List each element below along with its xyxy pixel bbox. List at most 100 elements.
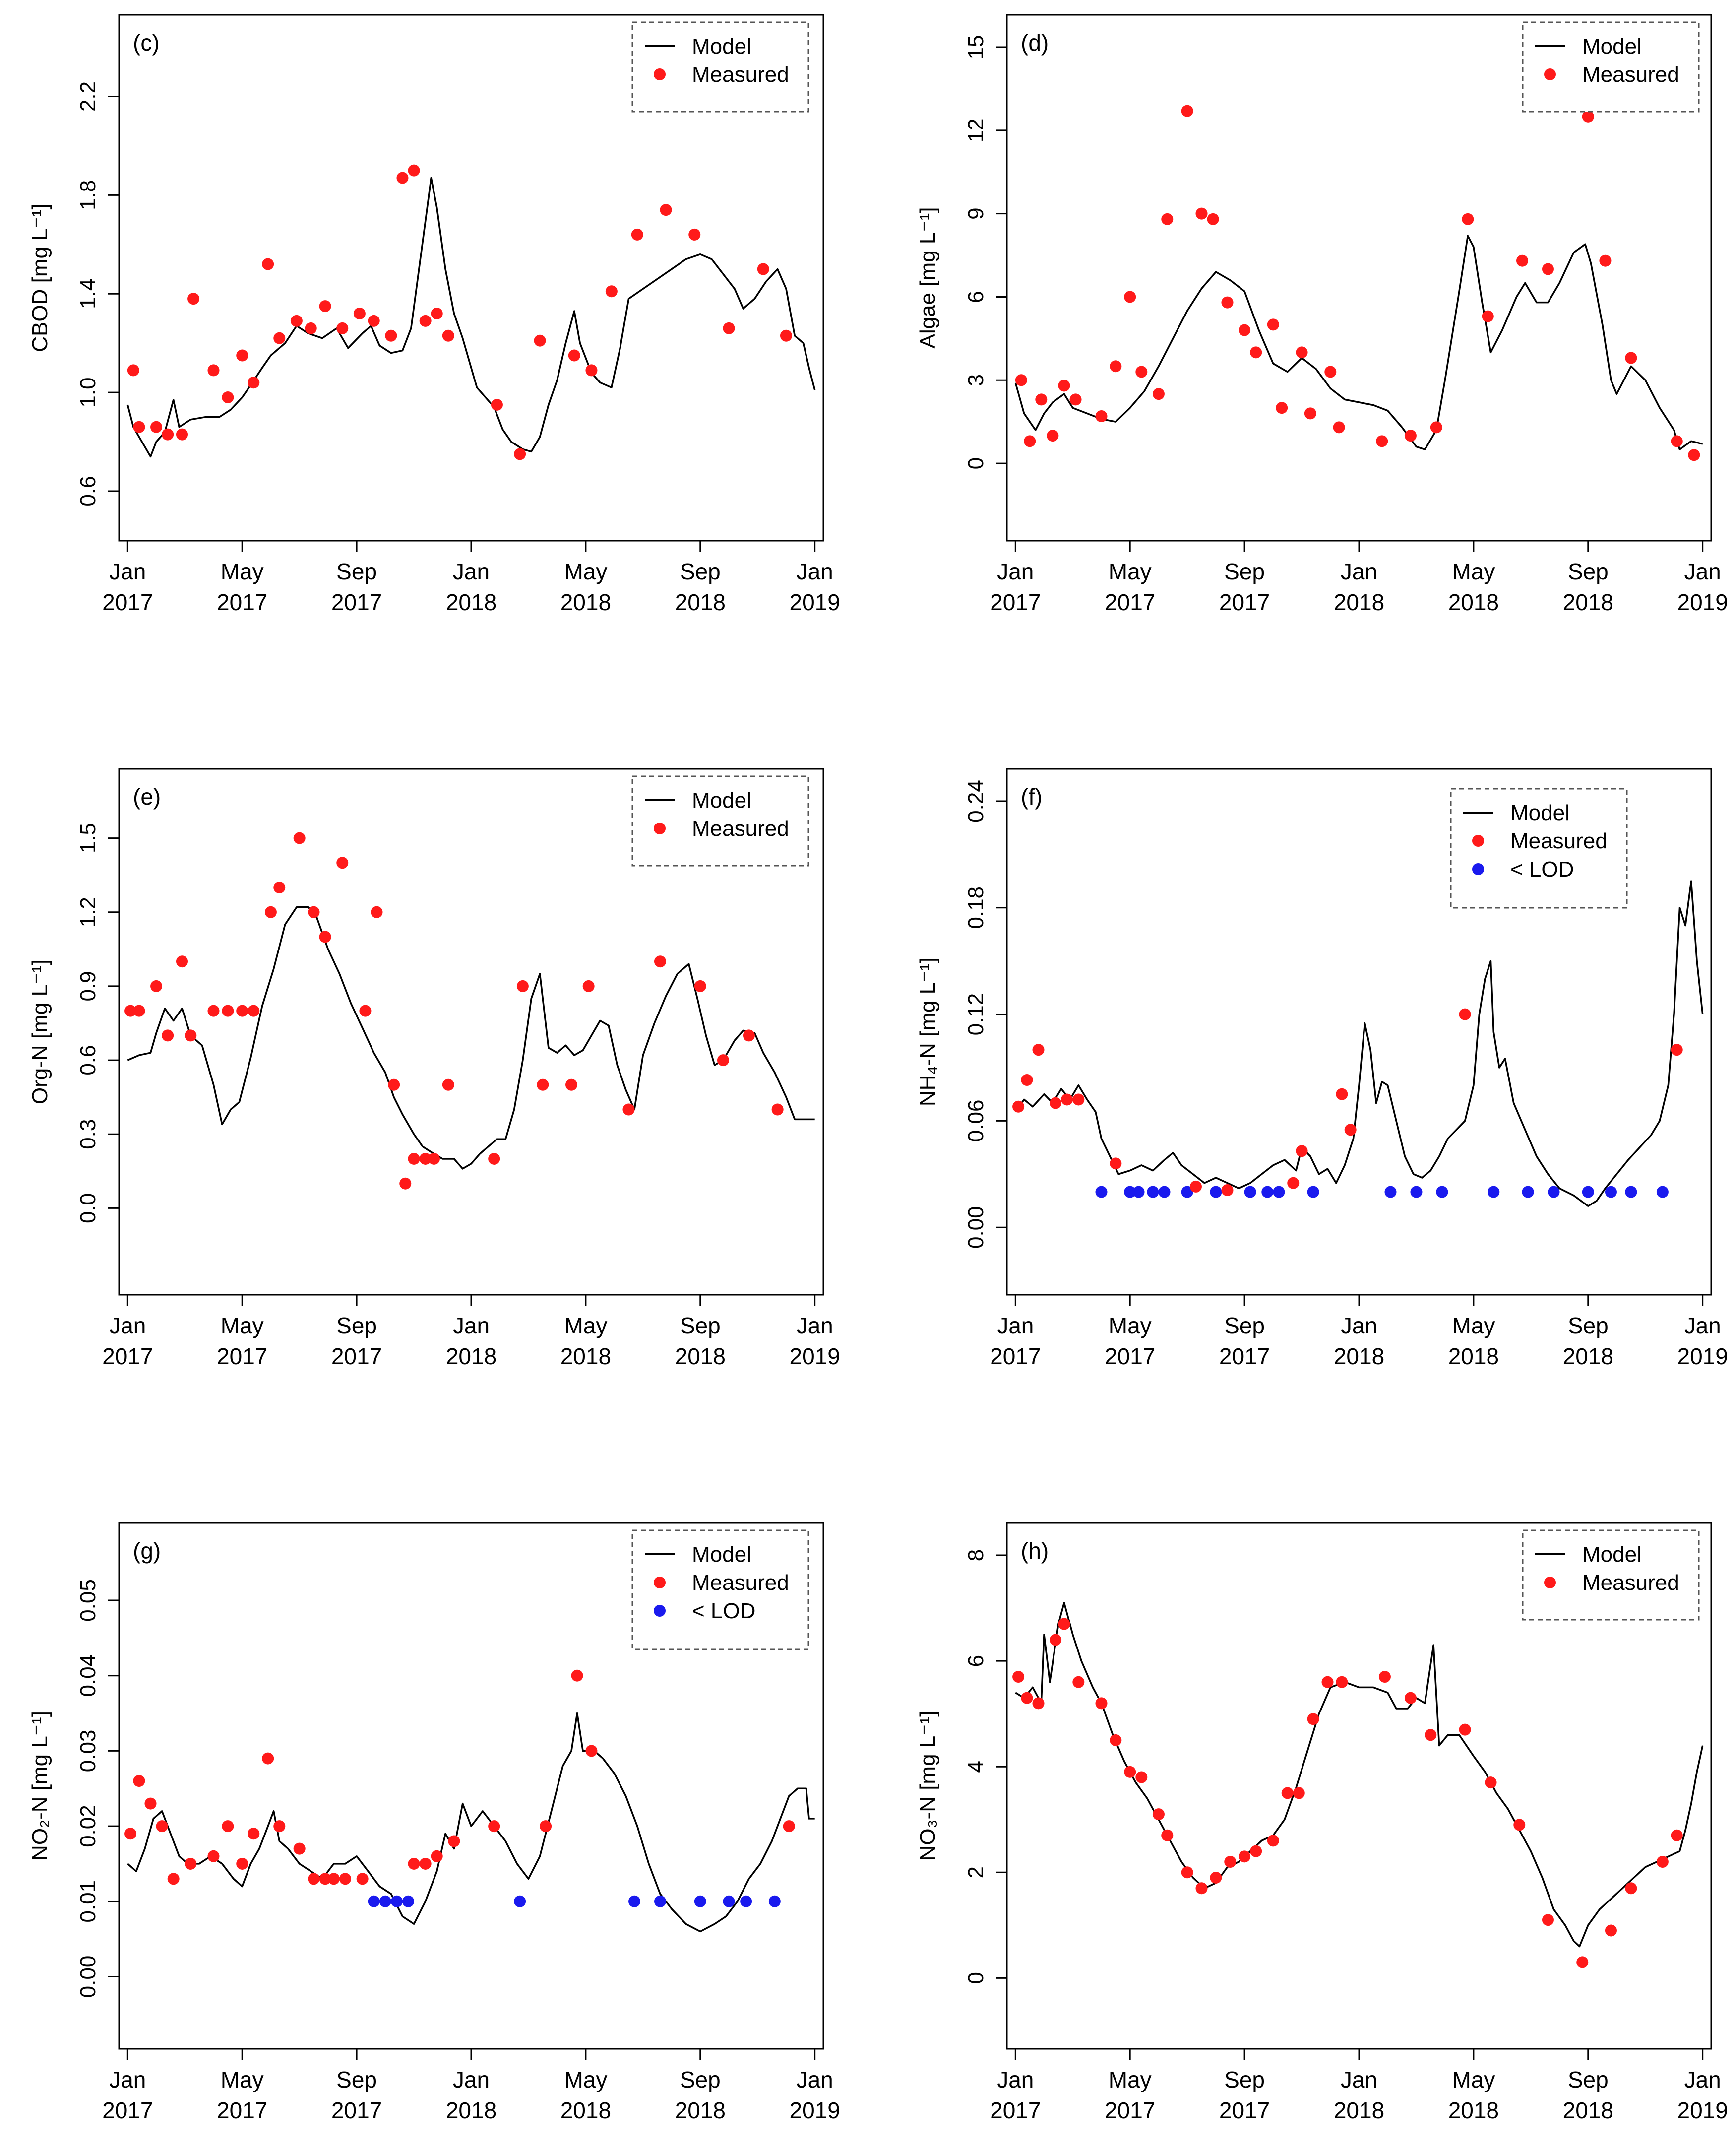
measured-point (359, 1005, 372, 1017)
x-tick-label-month: Jan (1684, 1313, 1721, 1338)
y-tick-label: 0.05 (76, 1579, 100, 1622)
lod-point (379, 1895, 391, 1907)
x-tick-label-month: Sep (1568, 2067, 1609, 2092)
measured-point (371, 906, 383, 918)
model-line (127, 906, 815, 1170)
x-tick-label-month: May (1109, 1313, 1152, 1338)
measured-point (537, 1078, 549, 1091)
x-tick-label-year: 2018 (560, 2097, 611, 2123)
measured-point (222, 1820, 234, 1833)
measured-point (1047, 430, 1059, 442)
x-tick-label-year: 2018 (446, 2097, 496, 2123)
legend: Model Measured (631, 775, 809, 867)
legend-label: Model (692, 34, 751, 59)
measured-point (368, 315, 380, 327)
y-tick-label: 1.5 (76, 823, 100, 853)
lod-point (1307, 1186, 1319, 1198)
measured-point (236, 1857, 248, 1870)
x-tick-label-month: Sep (1224, 2067, 1265, 2092)
measured-point (1124, 1766, 1136, 1778)
lod-point (723, 1895, 735, 1907)
legend: Model Measured < LOD (1450, 788, 1628, 909)
measured-point (1625, 1882, 1637, 1895)
x-tick-label-month: Sep (680, 559, 721, 584)
x-tick-label-month: Jan (1684, 559, 1721, 584)
measured-point (1296, 1145, 1308, 1157)
y-tick-label: 0.24 (964, 780, 988, 823)
measured-point (1189, 1180, 1202, 1193)
lod-point (740, 1895, 752, 1907)
y-tick-label: 0.02 (76, 1805, 100, 1847)
x-tick-label-month: Jan (797, 2067, 833, 2092)
measured-point (694, 980, 706, 992)
measured-point (336, 322, 349, 334)
measured-point (688, 228, 701, 241)
x-tick-label-month: May (564, 2067, 607, 2092)
y-tick-label: 6 (964, 291, 988, 303)
measured-point (1293, 1787, 1305, 1799)
measured-point (273, 332, 286, 344)
x-tick-label-month: Jan (1341, 2067, 1377, 2092)
x-tick-label-month: Jan (453, 2067, 490, 2092)
measured-point (783, 1820, 795, 1833)
lod-point (514, 1895, 526, 1907)
measured-point (1516, 254, 1529, 267)
measured-point (1671, 435, 1683, 447)
measured-point (176, 955, 188, 968)
measured-point (419, 1152, 432, 1165)
lod-point (1273, 1186, 1285, 1198)
x-tick-label-year: 2018 (1448, 2097, 1499, 2123)
measured-point (1605, 1924, 1617, 1937)
measured-point (1207, 213, 1219, 225)
measured-point (1135, 1771, 1148, 1783)
x-tick-label-month: May (1109, 2067, 1152, 2092)
measured-point (1542, 263, 1554, 275)
x-tick-label-month: Jan (997, 559, 1034, 584)
measured-point (144, 1797, 157, 1810)
legend-label: Model (692, 788, 751, 813)
x-tick-label-year: 2017 (1105, 589, 1155, 615)
measured-point (150, 421, 163, 433)
panel-label: (c) (133, 30, 160, 56)
model-line (1014, 235, 1703, 450)
x-tick-label-year: 2017 (331, 2097, 382, 2123)
lod-point (694, 1895, 706, 1907)
x-tick-label-month: May (221, 1313, 264, 1338)
measured-point (207, 364, 220, 377)
measured-point (1032, 1697, 1045, 1710)
measured-point (717, 1054, 729, 1067)
measured-point (540, 1820, 552, 1833)
measured-point (133, 1005, 145, 1017)
measured-point (293, 832, 306, 844)
y-tick-label: 15 (964, 35, 988, 60)
x-tick-label-month: Jan (109, 559, 146, 584)
x-tick-label-year: 2017 (1219, 589, 1270, 615)
lod-point (1384, 1186, 1397, 1198)
y-axis-title: Org-N [mg L⁻¹] (28, 959, 52, 1104)
x-tick-label-year: 2018 (1448, 589, 1499, 615)
measured-point (419, 1857, 432, 1870)
measured-point (1110, 1157, 1122, 1170)
measured-point (1485, 1776, 1497, 1789)
x-tick-label-year: 2018 (675, 589, 726, 615)
measured-point (1061, 1093, 1073, 1106)
measured-point (631, 228, 643, 241)
legend-dot-swatch (654, 1577, 666, 1588)
x-tick-label-year: 2018 (446, 589, 496, 615)
x-tick-label-year: 2019 (1677, 2097, 1728, 2123)
measured-point (356, 1873, 369, 1885)
measured-point (1195, 207, 1208, 220)
x-tick-label-year: 2017 (990, 2097, 1041, 2123)
x-tick-label-year: 2017 (1219, 1343, 1270, 1369)
measured-point (1324, 366, 1337, 378)
lod-point (368, 1895, 380, 1907)
x-tick-label-year: 2018 (1334, 589, 1384, 615)
measured-point (262, 1752, 274, 1765)
measured-point (396, 172, 409, 184)
measured-point (442, 329, 454, 342)
x-tick-label-year: 2017 (990, 589, 1041, 615)
measured-point (399, 1177, 412, 1190)
x-tick-label-month: Jan (997, 2067, 1034, 2092)
measured-point (514, 448, 526, 460)
measured-point (488, 1820, 500, 1833)
